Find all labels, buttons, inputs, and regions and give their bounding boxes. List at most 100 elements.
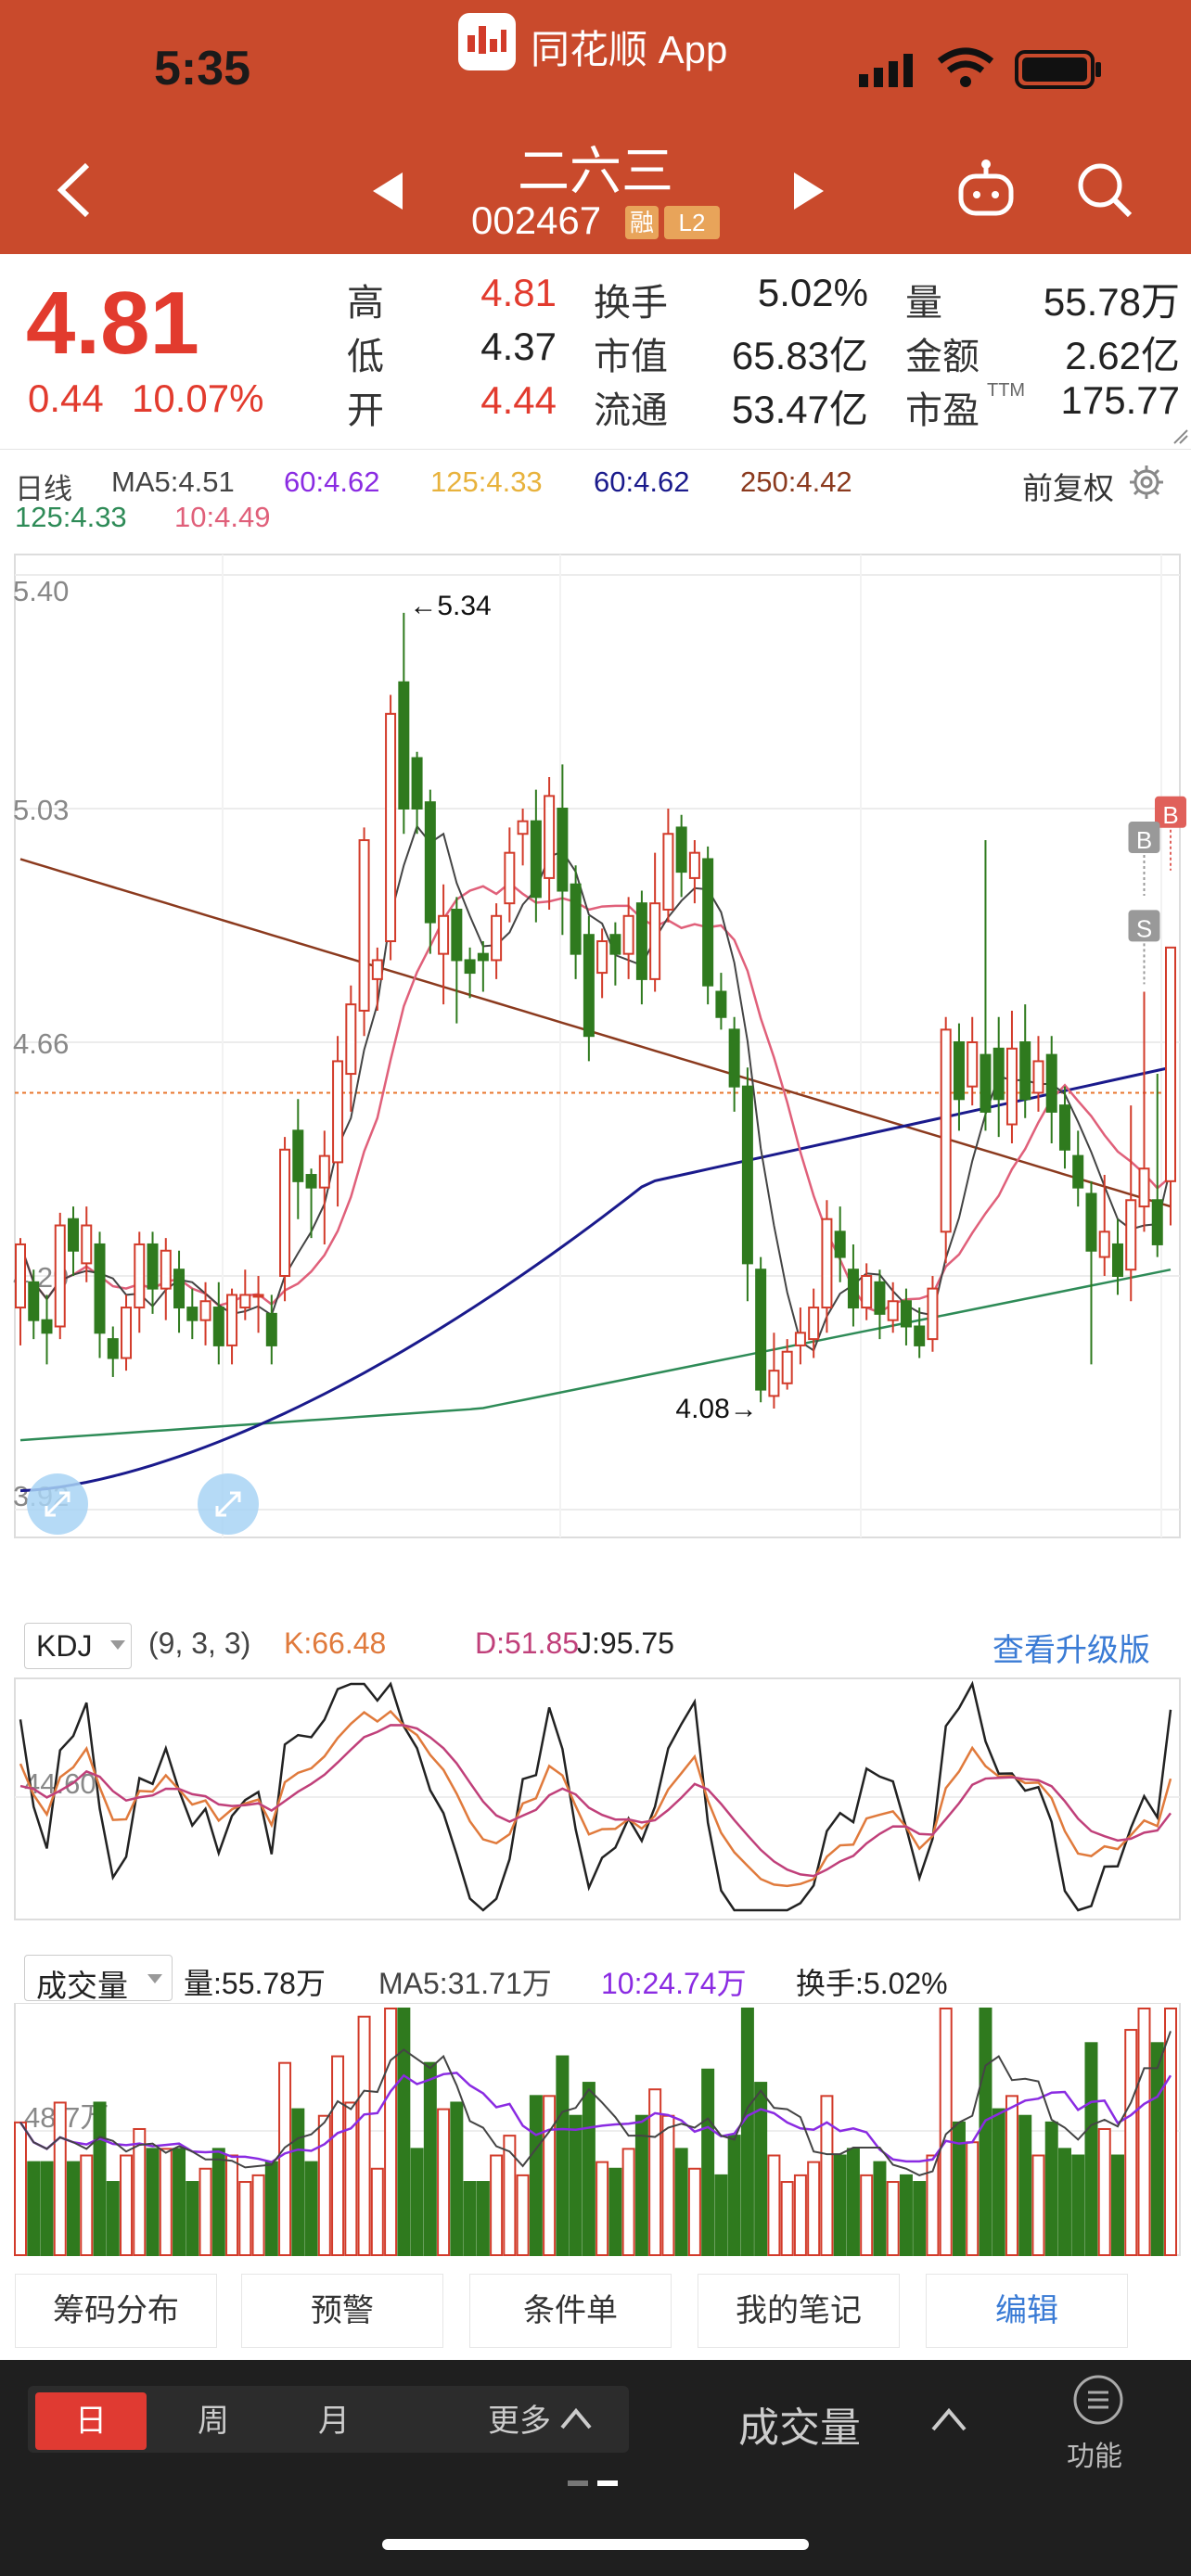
indicator-label[interactable]: 成交量	[738, 2405, 861, 2451]
candle	[1125, 1105, 1137, 1302]
candlestick-chart[interactable]: 5.405.034.664.293.92←5.344.08→BBS2021-11…	[0, 538, 1191, 1558]
next-stock-icon[interactable]	[790, 171, 827, 216]
volume-bar	[648, 2088, 662, 2257]
trade-marker[interactable]: B	[1128, 822, 1160, 897]
volume-bar	[582, 2082, 596, 2256]
candle	[834, 1206, 846, 1282]
candle	[1165, 946, 1176, 1226]
volume-selector[interactable]: 成交量	[24, 1955, 173, 2003]
volume-value-label: 换手:5.02%	[796, 1967, 948, 2000]
volume-ma10-line	[19, 2072, 1172, 2163]
quote-label: 低	[347, 337, 384, 377]
level2-badge: L2	[664, 206, 720, 239]
adjust-label[interactable]: 前复权	[1022, 471, 1114, 505]
candle	[1058, 1086, 1070, 1169]
candle	[1111, 1218, 1123, 1295]
back-icon[interactable]	[54, 158, 95, 227]
page-indicator	[568, 2476, 623, 2493]
function-tab[interactable]: 我的笔记	[698, 2274, 900, 2348]
candle	[226, 1288, 238, 1365]
function-tab[interactable]: 编辑	[926, 2274, 1128, 2348]
more-chevron-up-icon[interactable]	[558, 2405, 594, 2436]
candle	[411, 751, 423, 835]
volume-bar	[754, 2082, 768, 2256]
candle	[874, 1269, 886, 1340]
zoom-expand-icon[interactable]	[27, 1473, 88, 1535]
y-tick-label: 5.40	[13, 575, 69, 607]
volume-bar	[93, 2101, 107, 2257]
indicator-chevron-up-icon[interactable]	[929, 2405, 968, 2438]
candle	[239, 1269, 251, 1320]
stock-name: 二六三	[518, 142, 673, 200]
period-tab[interactable]: 周	[198, 2404, 229, 2439]
kdj-j-line	[19, 1680, 1172, 1912]
candle	[715, 973, 727, 1030]
quote-label: 流通	[594, 390, 668, 431]
volume-bar	[304, 2161, 318, 2257]
candle	[953, 1023, 965, 1131]
function-menu-icon[interactable]	[1072, 2374, 1124, 2430]
volume-bar	[992, 2108, 1005, 2256]
volume-bar	[186, 2181, 199, 2256]
volume-bar	[344, 2101, 358, 2257]
volume-bar	[1097, 2127, 1111, 2256]
volume-bar	[1057, 2148, 1071, 2256]
candle	[265, 1294, 277, 1365]
candle	[464, 947, 476, 999]
candle	[755, 1256, 767, 1403]
settings-gear-icon[interactable]	[1128, 464, 1165, 505]
volume-bar	[211, 2148, 225, 2256]
period-tab[interactable]: 日	[35, 2392, 147, 2450]
candle	[358, 827, 370, 1037]
quote-label: 换手	[594, 283, 668, 324]
candle	[173, 1250, 186, 1333]
candle	[160, 1238, 172, 1320]
candle	[199, 1282, 211, 1345]
function-tab[interactable]: 筹码分布	[15, 2274, 217, 2348]
trade-marker[interactable]: B	[1155, 796, 1186, 871]
period-tab[interactable]: 月	[318, 2404, 350, 2439]
volume-bar	[529, 2095, 543, 2257]
battery-icon	[1015, 50, 1104, 94]
candle	[477, 941, 489, 992]
function-tab[interactable]: 条件单	[469, 2274, 672, 2348]
volume-bar	[40, 2161, 54, 2257]
corner-expand-icon[interactable]	[1172, 428, 1189, 450]
quote-value: 5.02%	[757, 271, 868, 314]
svg-text:S: S	[1136, 914, 1152, 942]
search-icon[interactable]	[1074, 159, 1135, 225]
signal-icon	[857, 52, 922, 94]
candle	[530, 789, 542, 923]
period-tab[interactable]: 更多	[488, 2404, 551, 2439]
candle	[557, 764, 569, 936]
volume-bar	[251, 2174, 265, 2256]
function-tab[interactable]: 预警	[241, 2274, 443, 2348]
zoom-expand-icon[interactable]	[198, 1473, 259, 1535]
app-header: 5:35 同花顺 App 二六三 002467 融 L2	[0, 0, 1191, 254]
kdj-selector[interactable]: KDJ	[24, 1623, 132, 1669]
trade-marker[interactable]: S	[1128, 910, 1160, 985]
candle	[398, 612, 410, 835]
ma60-line	[19, 1065, 1172, 1493]
chevron-down-icon	[147, 1974, 162, 1983]
kdj-upgrade-link[interactable]: 查看升级版	[992, 1633, 1150, 1668]
prev-stock-icon[interactable]	[369, 171, 406, 216]
candle	[451, 897, 463, 1024]
volume-bar	[1110, 2154, 1124, 2257]
candle	[596, 928, 608, 999]
pe-ttm-sup: TTM	[987, 380, 1026, 401]
candle	[887, 1282, 899, 1333]
robot-assistant-icon[interactable]	[955, 158, 1017, 223]
volume-bar	[503, 2135, 517, 2256]
candle	[1045, 1036, 1057, 1143]
candle	[688, 840, 700, 904]
candle	[68, 1206, 80, 1276]
volume-bar	[886, 2181, 900, 2256]
quote-value: 4.37	[480, 325, 557, 368]
volume-bar	[370, 2167, 384, 2257]
candle	[107, 1326, 119, 1377]
candle	[94, 1231, 106, 1358]
volume-bar	[833, 2154, 847, 2257]
quote-value: 55.78万	[1043, 280, 1180, 324]
candle	[992, 1016, 1005, 1138]
